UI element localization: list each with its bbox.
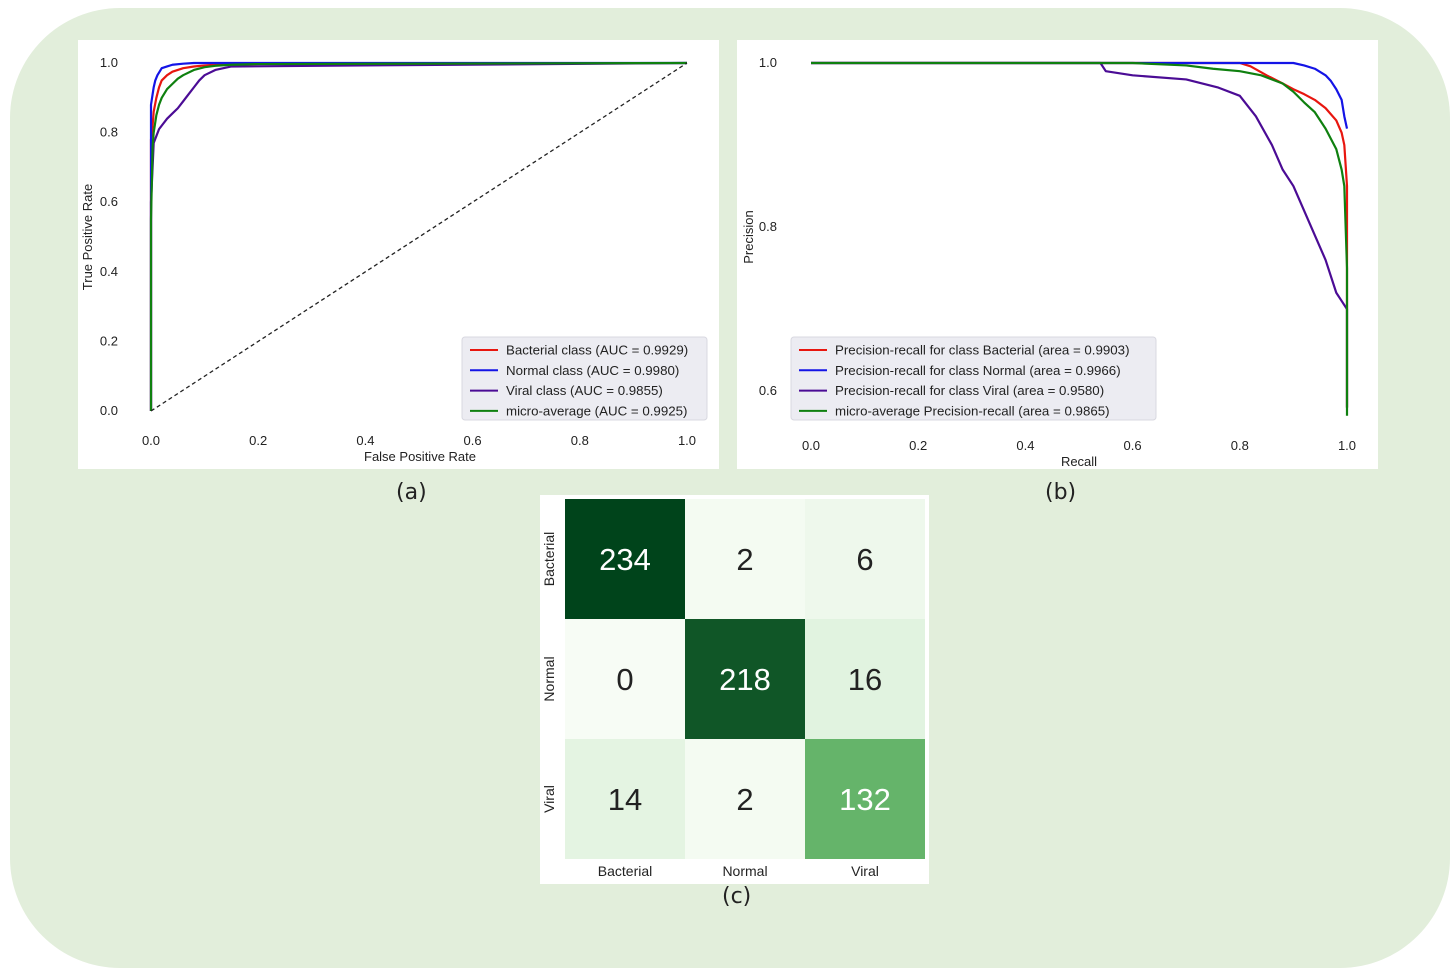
cell-value: 14 bbox=[608, 782, 642, 817]
x-axis-label: Recall bbox=[1061, 454, 1097, 469]
x-tick-label: 0.8 bbox=[1231, 438, 1249, 453]
y-axis-label: Precision bbox=[741, 210, 756, 263]
caption-c: (c) bbox=[722, 884, 752, 909]
matrix-cell bbox=[565, 619, 685, 739]
chance-diagonal-line bbox=[150, 62, 688, 412]
x-tick-label: 0.0 bbox=[142, 433, 160, 448]
cell-value: 2 bbox=[736, 542, 753, 577]
matrix-cell bbox=[685, 619, 805, 739]
cell-value: 218 bbox=[719, 662, 771, 697]
legend-box bbox=[790, 336, 1157, 421]
series-line-1 bbox=[811, 61, 1349, 129]
row-label: Normal bbox=[541, 656, 557, 701]
matrix-cell bbox=[565, 499, 685, 619]
caption-a: (a) bbox=[396, 480, 427, 505]
y-tick-label: 1.0 bbox=[100, 55, 118, 70]
y-tick-label: 0.8 bbox=[100, 125, 118, 140]
legend-entry: Viral class (AUC = 0.9855) bbox=[506, 383, 663, 398]
x-tick-label: 1.0 bbox=[678, 433, 696, 448]
row-label: Viral bbox=[541, 785, 557, 813]
y-tick-label: 0.0 bbox=[100, 403, 118, 418]
y-tick-label: 0.8 bbox=[759, 219, 777, 234]
column-label: Normal bbox=[722, 863, 767, 879]
series-line-0 bbox=[149, 62, 403, 411]
confusion-matrix-panel: 234 2 6 0 218 16 14 2 132 Bacterial Normal Viral Bac… bbox=[540, 495, 929, 884]
matrix-cell bbox=[805, 739, 925, 859]
matrix-cell bbox=[565, 739, 685, 859]
legend-entry: Bacterial class (AUC = 0.9929) bbox=[506, 343, 688, 358]
pr-chart-panel: 0.0 0.2 0.4 0.6 0.8 1.0 0.6 0.8 1.0 Recall Precisi… bbox=[737, 40, 1378, 469]
legend-entry: Precision-recall for class Normal (area … bbox=[835, 363, 1121, 378]
x-tick-label: 0.4 bbox=[356, 433, 374, 448]
legend-entry: micro-average (AUC = 0.9925) bbox=[506, 403, 687, 418]
legend-box bbox=[461, 336, 708, 421]
y-tick-label: 0.6 bbox=[100, 194, 118, 209]
matrix-cell bbox=[685, 739, 805, 859]
column-label: Bacterial bbox=[598, 863, 652, 879]
legend-entry: Precision-recall for class Viral (area =… bbox=[835, 383, 1104, 398]
row-label: Bacterial bbox=[541, 532, 557, 586]
x-tick-label: 0.2 bbox=[909, 438, 927, 453]
x-tick-label: 1.0 bbox=[1338, 438, 1356, 453]
y-tick-label: 0.4 bbox=[100, 264, 118, 279]
legend-entry: micro-average Precision-recall (area = 0… bbox=[835, 403, 1110, 418]
matrix-cell bbox=[805, 499, 925, 619]
series-line-2 bbox=[149, 61, 688, 411]
cell-value: 234 bbox=[599, 542, 651, 577]
confusion-matrix-svg: 234 2 6 0 218 16 14 2 132 Bacterial Normal Viral Bac… bbox=[541, 499, 925, 879]
legend-entry: Normal class (AUC = 0.9980) bbox=[506, 363, 679, 378]
series-line-3 bbox=[149, 61, 688, 411]
roc-chart-svg: 0.0 0.2 0.4 0.6 0.8 1.0 0.0 0.2 0.4 0.6 0.8 1.0 Fals… bbox=[80, 55, 708, 464]
x-tick-label: 0.6 bbox=[464, 433, 482, 448]
pr-chart-svg: 0.0 0.2 0.4 0.6 0.8 1.0 0.6 0.8 1.0 Recall Precisi… bbox=[741, 55, 1356, 469]
series-line-1 bbox=[149, 61, 687, 411]
caption-b: (b) bbox=[1045, 480, 1077, 505]
roc-chart-panel: 0.0 0.2 0.4 0.6 0.8 1.0 0.0 0.2 0.4 0.6 0.8 1.0 Fals… bbox=[78, 40, 719, 469]
y-tick-label: 1.0 bbox=[759, 55, 777, 70]
y-tick-label: 0.2 bbox=[100, 333, 118, 348]
series-line-3 bbox=[811, 61, 1349, 416]
legend-entry: Precision-recall for class Bacterial (ar… bbox=[835, 343, 1130, 358]
series-line-0 bbox=[811, 61, 1349, 408]
x-tick-label: 0.0 bbox=[802, 438, 820, 453]
cell-value: 0 bbox=[616, 662, 633, 697]
cell-value: 2 bbox=[736, 782, 753, 817]
x-tick-label: 0.6 bbox=[1124, 438, 1142, 453]
column-label: Viral bbox=[851, 863, 879, 879]
cell-value: 6 bbox=[856, 542, 873, 577]
x-tick-label: 0.8 bbox=[571, 433, 589, 448]
x-tick-label: 0.2 bbox=[249, 433, 267, 448]
series-line-2 bbox=[811, 61, 1349, 408]
x-tick-label: 0.4 bbox=[1016, 438, 1034, 453]
matrix-cell bbox=[685, 499, 805, 619]
y-axis-label: True Positive Rate bbox=[80, 184, 95, 290]
cell-value: 132 bbox=[839, 782, 891, 817]
y-tick-label: 0.6 bbox=[759, 383, 777, 398]
x-axis-label: False Positive Rate bbox=[364, 449, 476, 464]
cell-value: 16 bbox=[848, 662, 882, 697]
matrix-cell bbox=[805, 619, 925, 739]
